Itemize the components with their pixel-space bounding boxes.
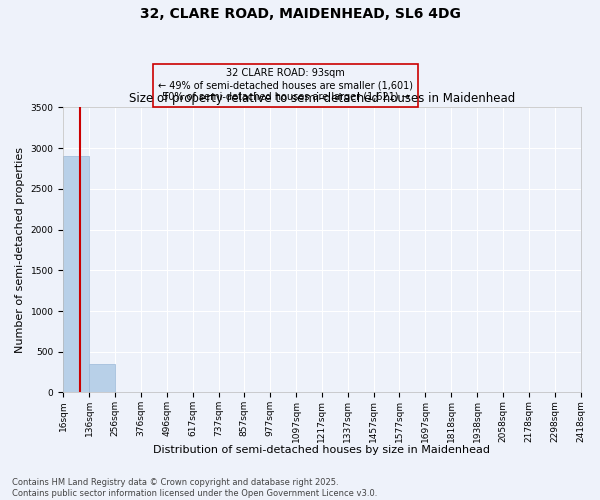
Y-axis label: Number of semi-detached properties: Number of semi-detached properties bbox=[15, 147, 25, 353]
Text: 32, CLARE ROAD, MAIDENHEAD, SL6 4DG: 32, CLARE ROAD, MAIDENHEAD, SL6 4DG bbox=[140, 8, 460, 22]
Bar bbox=[89, 364, 115, 392]
X-axis label: Distribution of semi-detached houses by size in Maidenhead: Distribution of semi-detached houses by … bbox=[154, 445, 490, 455]
Text: 32 CLARE ROAD: 93sqm
← 49% of semi-detached houses are smaller (1,601)
50% of se: 32 CLARE ROAD: 93sqm ← 49% of semi-detac… bbox=[158, 68, 413, 102]
Text: Contains HM Land Registry data © Crown copyright and database right 2025.
Contai: Contains HM Land Registry data © Crown c… bbox=[12, 478, 377, 498]
Bar bbox=[63, 156, 89, 392]
Title: Size of property relative to semi-detached houses in Maidenhead: Size of property relative to semi-detach… bbox=[129, 92, 515, 105]
